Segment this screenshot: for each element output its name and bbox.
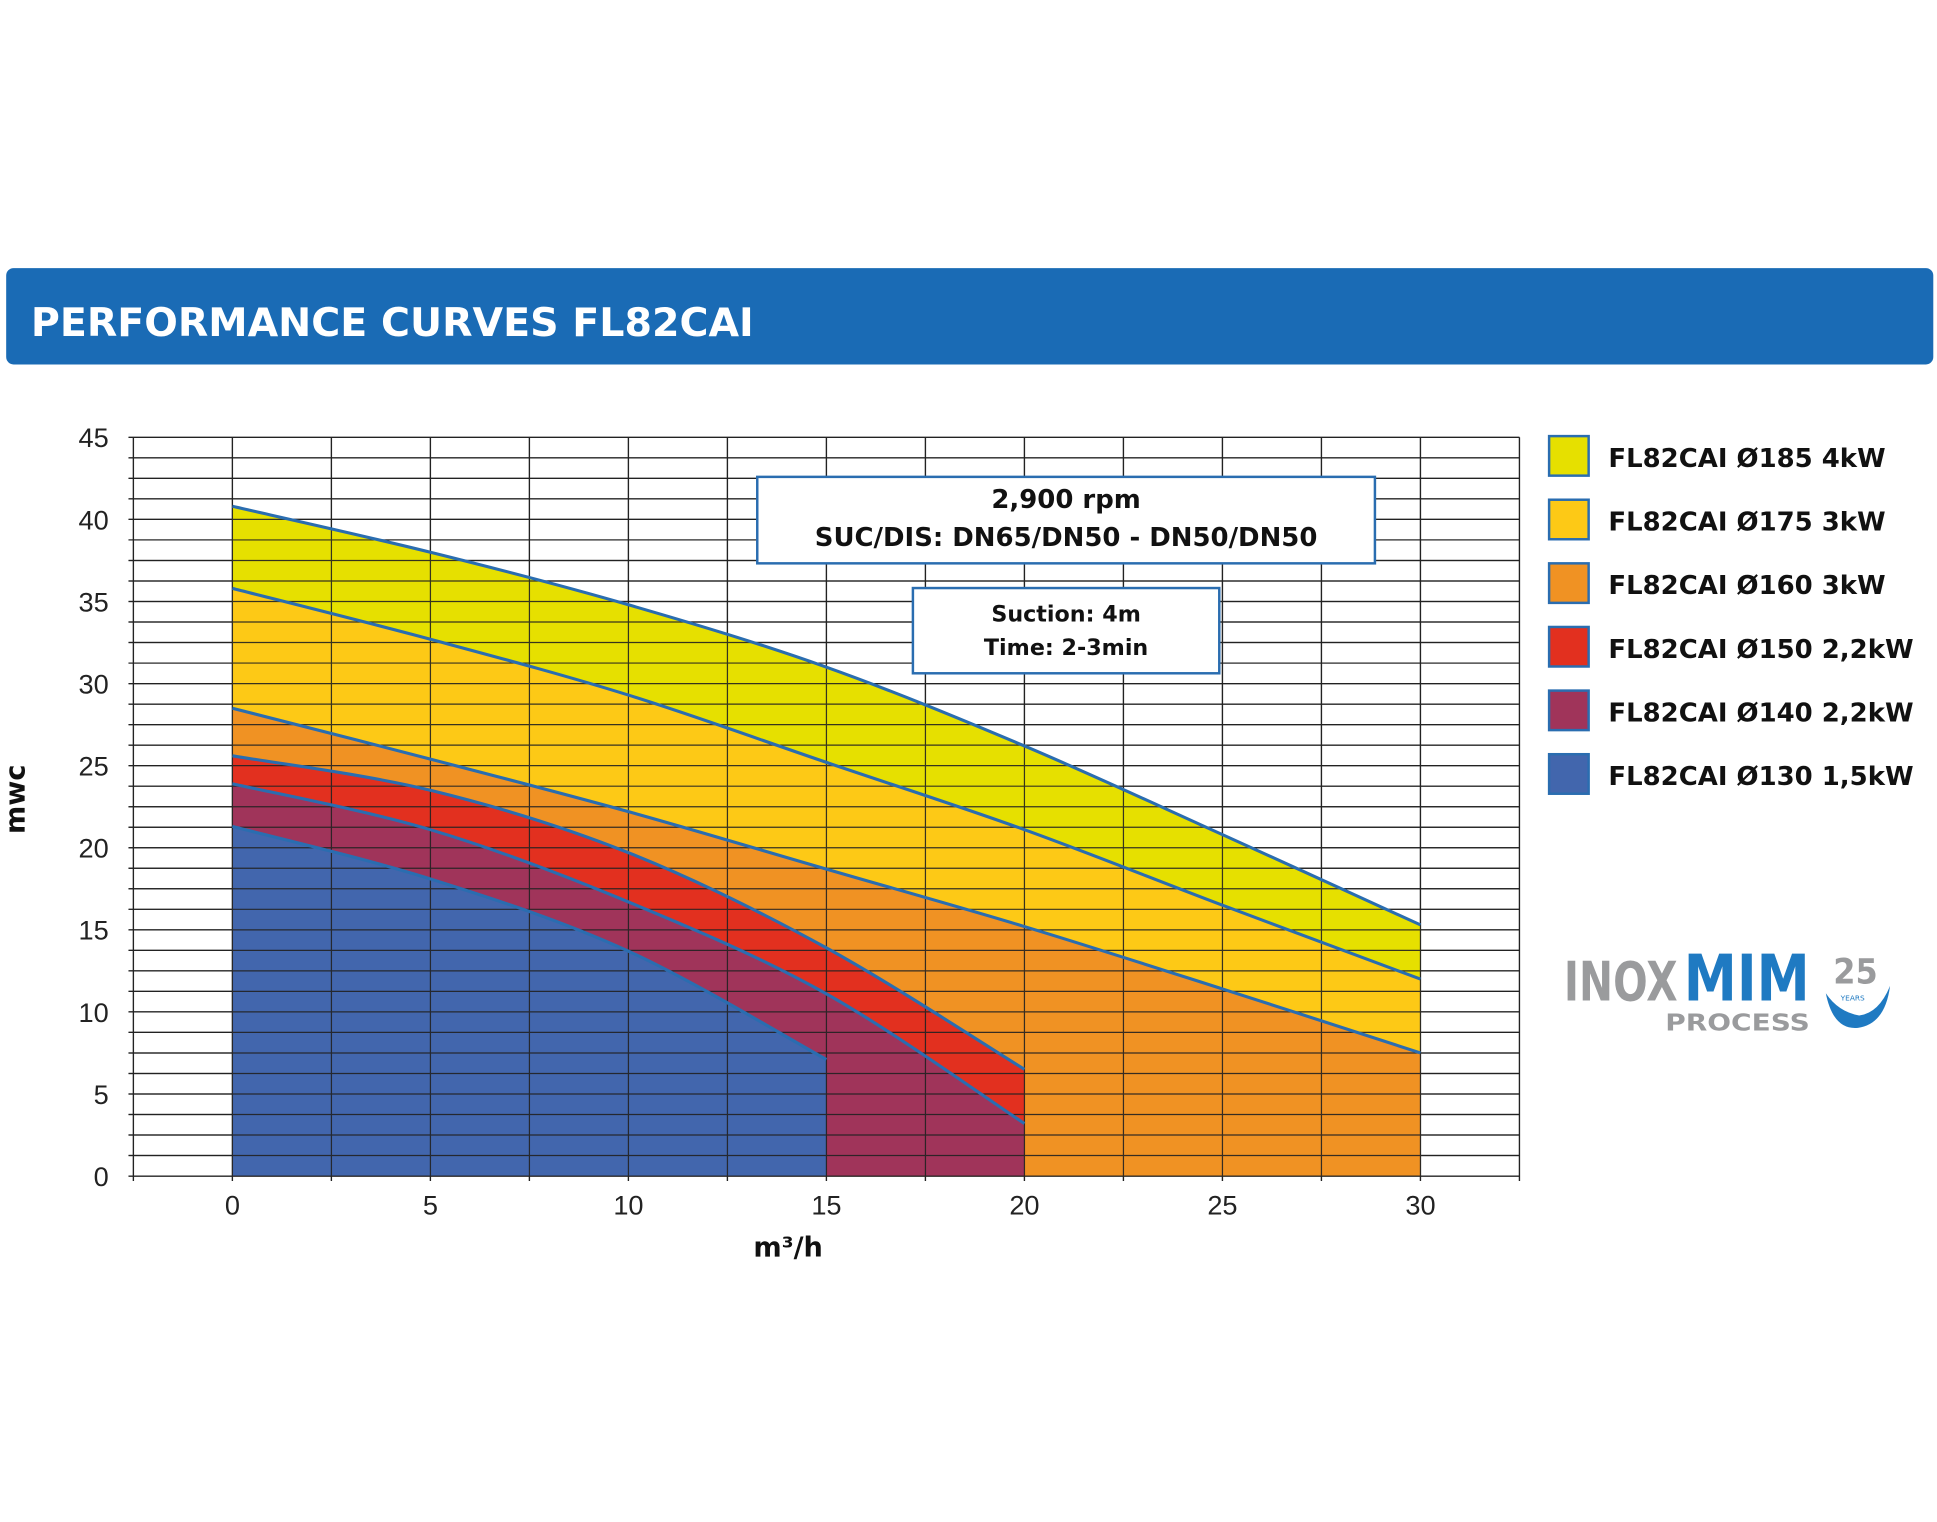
legend-swatch — [1547, 689, 1590, 732]
y-tick-label: 15 — [78, 915, 108, 946]
x-tick-label: 15 — [811, 1189, 841, 1220]
logo-mim: MIM — [1684, 942, 1810, 1017]
curve-series-2 — [232, 706, 1421, 1055]
connections-text: SUC/DIS: DN65/DN50 - DN50/DN50 — [815, 523, 1318, 553]
x-tick-label: 25 — [1207, 1189, 1237, 1220]
legend-label: FL82CAI Ø130 1,5kW — [1608, 762, 1913, 792]
splash-icon — [1825, 985, 1891, 1028]
x-tick-label: 20 — [1009, 1189, 1039, 1220]
logo-process: PROCESS — [1665, 1008, 1810, 1036]
x-axis-label: m³/h — [753, 1232, 822, 1263]
legend-label: FL82CAI Ø160 3kW — [1608, 571, 1885, 601]
y-axis-label: mwc — [1, 765, 32, 834]
tick-labels: 0 5 10 15 20 25 30 0 5 10 15 20 25 30 35 40 45 — [78, 422, 1435, 1220]
logo-25: 25 — [1833, 952, 1877, 992]
curve-lines — [232, 504, 1422, 1125]
curve-series-4 — [232, 782, 1026, 1125]
legend-swatch — [1547, 752, 1590, 795]
y-tick-label: 20 — [78, 833, 108, 864]
y-tick-label: 35 — [78, 586, 108, 617]
logo-inox: INOX — [1564, 951, 1678, 1014]
x-tick-label: 0 — [225, 1189, 240, 1220]
y-tick-label: 5 — [94, 1079, 109, 1110]
y-tick-label: 0 — [94, 1161, 109, 1192]
legend-label: FL82CAI Ø175 3kW — [1608, 508, 1885, 538]
curve-series-1 — [232, 586, 1421, 981]
curve-series-3 — [232, 754, 1026, 1071]
legend-swatch — [1547, 625, 1590, 668]
y-tick-label: 40 — [78, 504, 108, 535]
legend-label: FL82CAI Ø150 2,2kW — [1608, 635, 1913, 665]
curve-series-5 — [232, 824, 828, 1061]
legend-swatch — [1547, 434, 1590, 477]
logo-years: YEARS — [1840, 994, 1865, 1003]
x-tick-label: 10 — [613, 1189, 643, 1220]
speed-annotation: 2,900 rpm SUC/DIS: DN65/DN50 - DN50/DN50 — [756, 475, 1377, 565]
suction-annotation: Suction: 4m Time: 2-3min — [911, 586, 1221, 675]
header-bar — [6, 268, 1934, 365]
time-text: Time: 2-3min — [984, 635, 1148, 661]
y-tick-label: 45 — [78, 422, 108, 453]
y-tick-label: 30 — [78, 668, 108, 699]
legend-label: FL82CAI Ø140 2,2kW — [1608, 698, 1913, 728]
suction-text: Suction: 4m — [991, 601, 1141, 627]
speed-text: 2,900 rpm — [991, 485, 1140, 515]
legend-swatch — [1547, 498, 1590, 541]
y-tick-label: 10 — [78, 997, 108, 1028]
inoxmim-logo: INOX MIM PROCESS 25 YEARS — [1564, 942, 1891, 1036]
page-title: PERFORMANCE CURVES FL82CAI — [31, 300, 754, 346]
legend-swatch — [1547, 562, 1590, 605]
curve-series-0 — [232, 504, 1422, 927]
y-tick-label: 25 — [78, 751, 108, 782]
legend-label: FL82CAI Ø185 4kW — [1608, 444, 1885, 474]
legend: FL82CAI Ø185 4kW FL82CAI Ø175 3kW FL82CAI … — [1547, 434, 1914, 795]
x-tick-label: 30 — [1405, 1189, 1435, 1220]
x-tick-label: 5 — [423, 1189, 438, 1220]
